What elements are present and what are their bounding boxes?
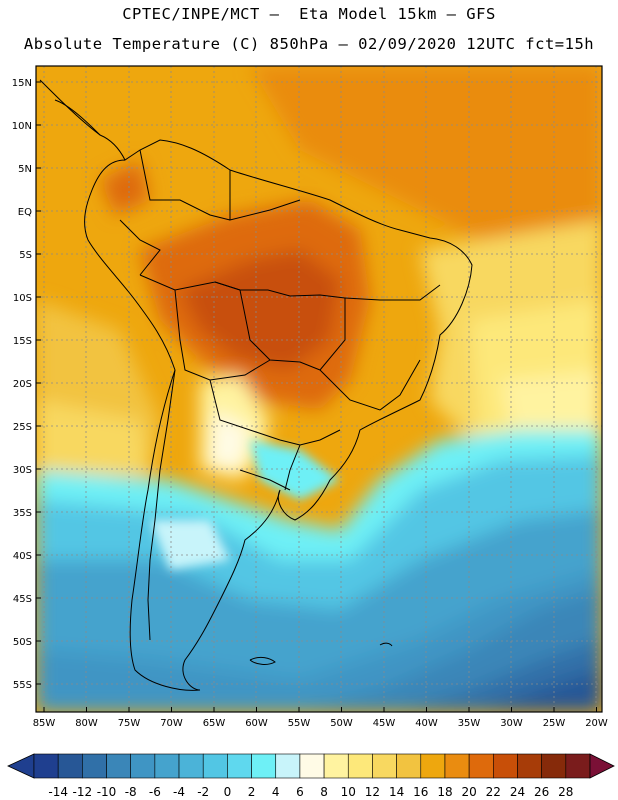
lat-label: 45S — [13, 594, 32, 605]
colorbar-label: -14 — [48, 785, 68, 799]
colorbar-label: -2 — [197, 785, 209, 799]
colorbar-swatch — [202, 753, 228, 779]
colorbar-swatch — [347, 753, 373, 779]
colorbar-label: -12 — [73, 785, 93, 799]
lat-label: 10N — [12, 121, 32, 132]
lat-label: 35S — [13, 508, 32, 519]
colorbar-swatch — [517, 753, 542, 779]
colorbar-swatch — [444, 753, 470, 779]
colorbar-swatch — [227, 753, 252, 779]
colorbar-label: 10 — [341, 785, 356, 799]
lat-label: 25S — [13, 422, 32, 433]
temperature-colorbar — [7, 753, 615, 779]
lat-label: 5N — [18, 164, 32, 175]
colorbar-labels: -14 -12 -10 -8 -6 -4 -2 0 2 4 6 8 10 12 14 16 18 20 22 24 26… — [48, 785, 573, 799]
colorbar-swatch — [251, 753, 277, 779]
colorbar-swatch — [323, 753, 349, 779]
graticule — [36, 66, 602, 712]
lon-label: 80W — [75, 718, 98, 729]
south-america-coastline — [39, 79, 473, 691]
colorbar-swatch — [57, 753, 83, 779]
colorbar-swatch — [275, 753, 301, 779]
colorbar-swatch — [396, 753, 422, 779]
lon-label: 25W — [543, 718, 566, 729]
lat-label: 55S — [13, 680, 32, 691]
colorbar-label: 8 — [320, 785, 328, 799]
lon-label: 45W — [373, 718, 396, 729]
colorbar-label: 28 — [558, 785, 573, 799]
colorbar-label: 14 — [389, 785, 404, 799]
map-title-line1: CPTEC/INPE/MCT – Eta Model 15km – GFS — [122, 5, 496, 23]
colorbar-label: 20 — [461, 785, 476, 799]
colorbar-swatch — [299, 753, 325, 779]
lat-label: EQ — [18, 207, 32, 218]
colorbar-high-arrow — [589, 753, 615, 779]
colorbar-swatch — [178, 753, 204, 779]
colorbar-swatch — [33, 753, 59, 779]
colorbar-label: 6 — [296, 785, 304, 799]
lon-label: 40W — [415, 718, 438, 729]
colorbar-swatch — [82, 753, 107, 779]
lon-label: 65W — [203, 718, 226, 729]
colorbar-swatch — [130, 753, 156, 779]
colorbar-label: 26 — [534, 785, 549, 799]
colorbar-swatch — [372, 753, 397, 779]
lon-label: 35W — [458, 718, 481, 729]
lon-label: 70W — [160, 718, 183, 729]
colorbar-swatch — [493, 753, 518, 779]
colorbar-label: 18 — [437, 785, 452, 799]
lat-label: 10S — [13, 293, 32, 304]
latitude-labels: 15N 10N 5N EQ 5S 10S 15S 20S 25S 30S 35S 40S 45S 50S 5… — [12, 78, 41, 691]
temperature-field — [36, 66, 602, 712]
lat-label: 15S — [13, 336, 32, 347]
colorbar-swatch — [541, 753, 567, 779]
colorbar-label: 16 — [413, 785, 428, 799]
lon-label: 75W — [118, 718, 141, 729]
lon-label: 55W — [288, 718, 311, 729]
colorbar-swatch — [154, 753, 180, 779]
map-title-line2: Absolute Temperature (C) 850hPa – 02/09/… — [23, 35, 595, 53]
colorbar-swatch — [565, 753, 591, 779]
lat-label: 40S — [13, 551, 32, 562]
lon-label: 20W — [585, 718, 608, 729]
colorbar-label: 12 — [365, 785, 380, 799]
colorbar-swatch — [106, 753, 131, 779]
map-frame — [35, 65, 603, 713]
colorbar-label: 22 — [486, 785, 501, 799]
colorbar-label: 2 — [248, 785, 256, 799]
colorbar-low-arrow — [7, 753, 35, 779]
colorbar-label: 24 — [510, 785, 525, 799]
longitude-labels: 85W 80W 75W 70W 65W 60W 55W 50W 45W 40W 35W 30W 25W 2… — [33, 707, 608, 729]
colorbar-label: 4 — [272, 785, 280, 799]
lon-label: 85W — [33, 718, 56, 729]
colorbar-swatch — [420, 753, 446, 779]
colorbar-label: -10 — [97, 785, 117, 799]
lat-label: 20S — [13, 379, 32, 390]
lat-label: 30S — [13, 465, 32, 476]
colorbar-label: -4 — [173, 785, 185, 799]
colorbar-label: 0 — [224, 785, 232, 799]
lon-label: 60W — [245, 718, 268, 729]
colorbar-label: -6 — [149, 785, 161, 799]
colorbar-swatch — [468, 753, 494, 779]
lon-label: 30W — [500, 718, 523, 729]
lat-label: 15N — [12, 78, 32, 89]
colorbar-label: -8 — [125, 785, 137, 799]
lat-label: 5S — [19, 250, 32, 261]
lon-label: 50W — [330, 718, 353, 729]
lat-label: 50S — [13, 637, 32, 648]
